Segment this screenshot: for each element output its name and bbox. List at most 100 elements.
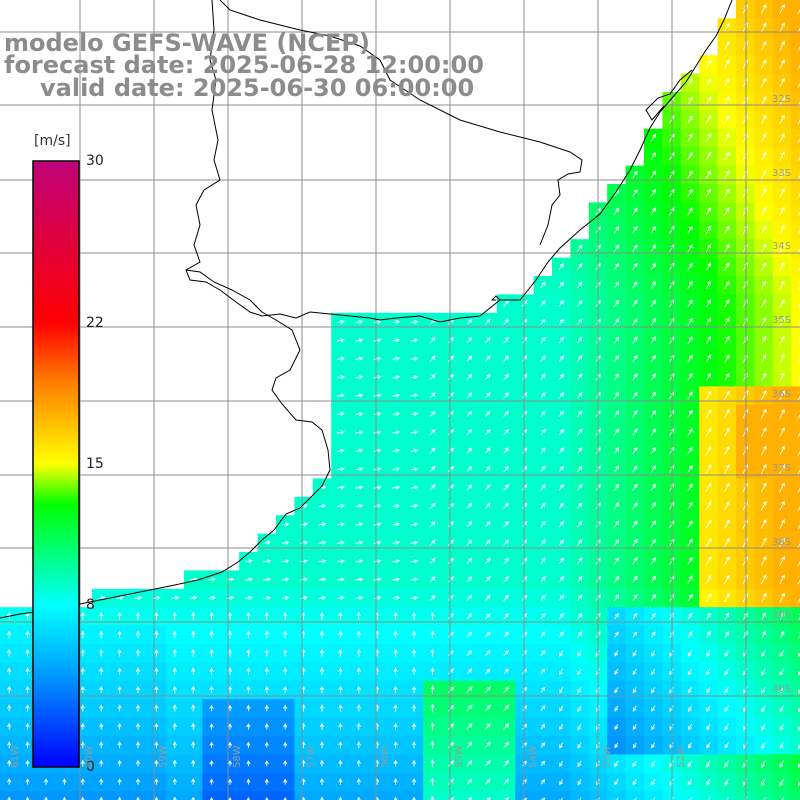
wind-cell xyxy=(791,18,800,38)
wind-arrow xyxy=(410,411,419,416)
wind-arrow xyxy=(742,243,748,253)
wind-arrow xyxy=(687,428,693,437)
wind-cell xyxy=(791,533,800,553)
wind-arrow xyxy=(577,575,583,583)
wind-arrow xyxy=(97,595,106,600)
wind-arrow xyxy=(760,40,767,51)
wind-arrow xyxy=(705,390,712,400)
wind-arrow xyxy=(724,299,730,308)
wind-arrow xyxy=(632,668,637,676)
wind-arrow xyxy=(484,613,491,620)
wind-arrow xyxy=(25,704,30,712)
wind-arrow xyxy=(484,686,491,694)
wind-arrow xyxy=(577,779,582,786)
wind-arrow xyxy=(191,685,196,694)
wind-arrow xyxy=(632,520,638,528)
wind-arrow xyxy=(650,373,656,381)
wind-arrow xyxy=(209,723,214,730)
wind-arrow xyxy=(447,557,454,565)
wind-arrow xyxy=(393,685,398,694)
wind-arrow xyxy=(797,79,800,88)
wind-arrow xyxy=(651,650,656,657)
wind-arrow xyxy=(227,667,233,675)
wind-arrow xyxy=(742,133,748,143)
wind-arrow xyxy=(283,667,288,675)
wind-arrow xyxy=(172,759,177,767)
wind-arrow xyxy=(797,319,800,327)
wind-arrow xyxy=(7,759,12,767)
wind-arrow xyxy=(189,595,198,600)
wind-arrow xyxy=(797,300,800,308)
wind-arrow xyxy=(540,686,546,693)
wind-arrow xyxy=(484,318,491,325)
wind-arrow xyxy=(336,522,345,527)
wind-arrow xyxy=(632,207,638,216)
wind-arrow xyxy=(171,595,180,600)
wind-arrow xyxy=(25,667,30,675)
wind-arrow xyxy=(484,778,491,785)
wind-arrow xyxy=(779,778,785,787)
latitude-label: 39S xyxy=(772,610,792,621)
wind-arrow xyxy=(577,797,582,800)
wind-arrow xyxy=(650,207,657,216)
wind-arrow xyxy=(429,337,436,344)
wind-arrow xyxy=(797,374,800,382)
wind-arrow xyxy=(135,685,141,694)
wind-cell xyxy=(165,791,185,800)
wind-arrow xyxy=(632,465,638,473)
wind-arrow xyxy=(485,668,491,675)
wind-arrow xyxy=(318,503,327,508)
wind-arrow xyxy=(392,319,401,324)
wind-arrow xyxy=(724,77,730,88)
wind-arrow xyxy=(373,319,382,324)
wind-arrow xyxy=(485,649,491,656)
wind-arrow xyxy=(742,206,748,216)
wind-arrow xyxy=(613,410,620,418)
wind-arrow xyxy=(724,556,730,566)
wind-arrow xyxy=(117,685,122,694)
wind-arrow xyxy=(263,595,272,600)
wind-arrow xyxy=(540,612,546,620)
wind-arrow xyxy=(797,61,800,70)
wind-arrow xyxy=(356,778,361,785)
wind-arrow xyxy=(356,611,361,620)
wind-arrow xyxy=(447,447,454,454)
wind-arrow xyxy=(25,759,30,767)
wind-arrow xyxy=(760,408,767,419)
wind-arrow xyxy=(797,153,800,161)
longitude-label: 57W xyxy=(306,745,317,768)
wind-arrow xyxy=(650,152,657,161)
wind-arrow xyxy=(779,298,785,308)
wind-arrow xyxy=(761,612,766,621)
model-title: modelo GEFS-WAVE (NCEP) xyxy=(4,29,370,57)
wind-arrow xyxy=(724,778,729,787)
wind-arrow xyxy=(650,170,657,179)
wind-arrow xyxy=(687,556,693,565)
wind-arrow xyxy=(779,630,785,639)
wind-arrow xyxy=(705,593,712,603)
wind-arrow xyxy=(632,650,637,657)
wind-arrow xyxy=(705,170,712,179)
wind-arrow xyxy=(135,648,141,657)
wind-arrow xyxy=(466,668,473,675)
wind-arrow xyxy=(447,686,455,694)
wind-arrow xyxy=(706,742,711,749)
wind-arrow xyxy=(760,390,767,401)
wind-arrow xyxy=(466,410,473,417)
wind-arrow xyxy=(632,446,638,455)
wind-arrow xyxy=(779,169,785,180)
wind-arrow xyxy=(319,611,325,620)
wind-cell xyxy=(791,423,800,443)
wind-arrow xyxy=(632,502,638,510)
wind-arrow xyxy=(484,741,491,749)
wind-arrow xyxy=(540,723,546,730)
wind-arrow xyxy=(724,723,729,731)
wind-arrow xyxy=(503,447,509,454)
wind-arrow xyxy=(484,410,491,417)
wind-arrow xyxy=(172,630,177,639)
wind-arrow xyxy=(632,410,638,418)
wind-arrow xyxy=(503,428,509,436)
wind-arrow xyxy=(761,280,767,290)
wind-arrow xyxy=(99,667,104,675)
